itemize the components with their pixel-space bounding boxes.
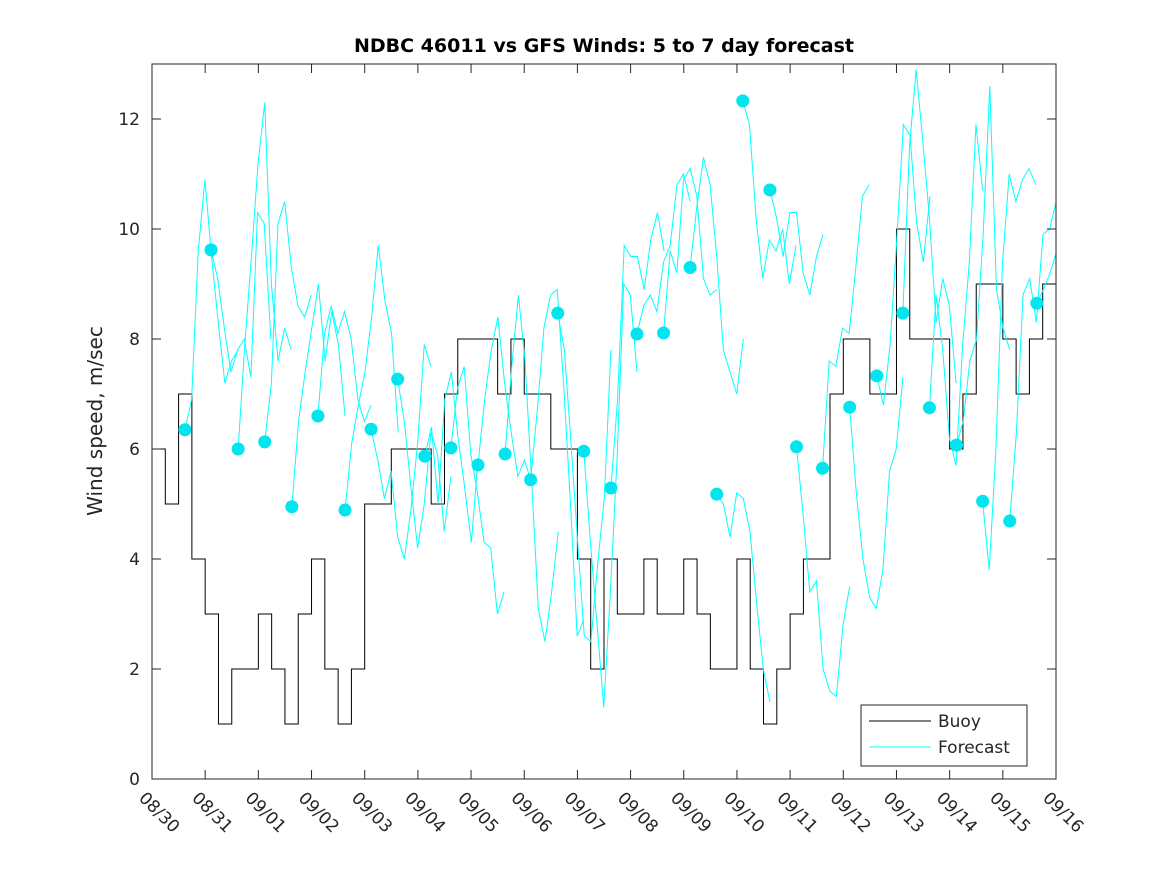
series-group — [152, 69, 1056, 725]
forecast-line-0 — [184, 179, 239, 430]
forecast-marker-22 — [763, 183, 777, 197]
forecast-marker-29 — [950, 438, 964, 452]
forecast-line-14 — [557, 313, 612, 643]
forecast-marker-0 — [178, 423, 192, 437]
forecast-marker-5 — [311, 409, 325, 423]
forecast-marker-26 — [870, 369, 884, 383]
forecast-marker-8 — [391, 372, 405, 386]
y-tick-label: 12 — [118, 110, 140, 130]
forecast-marker-27 — [896, 306, 910, 320]
forecast-line-10 — [450, 366, 505, 615]
axes-box — [151, 63, 1057, 780]
forecast-line-18 — [663, 167, 718, 333]
legend-buoy-label: Buoy — [938, 712, 981, 732]
forecast-marker-13 — [524, 473, 538, 487]
forecast-marker-9 — [418, 449, 432, 463]
forecast-line-7 — [370, 344, 432, 560]
forecast-marker-19 — [683, 261, 697, 274]
legend-forecast-label: Forecast — [938, 738, 1010, 758]
forecast-marker-30 — [976, 494, 990, 508]
forecast-marker-14 — [551, 306, 565, 320]
forecast-marker-7 — [364, 422, 378, 436]
forecast-line-16 — [610, 212, 665, 489]
forecast-line-27 — [902, 69, 957, 384]
forecast-line-25 — [849, 377, 904, 610]
legend-box — [860, 704, 1028, 767]
forecast-marker-21 — [736, 94, 750, 108]
forecast-marker-6 — [338, 503, 352, 517]
forecast-marker-16 — [604, 481, 618, 495]
forecast-line-13 — [530, 288, 585, 637]
forecast-line-28 — [928, 124, 984, 466]
forecast-line-15 — [583, 282, 638, 708]
forecast-line-30 — [982, 167, 1037, 571]
forecast-marker-18 — [657, 326, 671, 340]
forecast-line-21 — [742, 100, 797, 285]
forecast-marker-11 — [471, 458, 485, 472]
forecast-marker-31 — [1003, 514, 1017, 528]
forecast-marker-10 — [444, 441, 458, 455]
forecast-line-23 — [796, 446, 851, 698]
forecast-line-2 — [237, 102, 292, 450]
forecast-marker-28 — [922, 401, 936, 415]
buoy-line — [152, 228, 1056, 725]
plot-area — [152, 69, 1056, 725]
forecast-marker-20 — [710, 487, 724, 501]
forecast-marker-32 — [1030, 296, 1044, 310]
forecast-line-6 — [344, 245, 399, 511]
forecast-line-3 — [264, 201, 312, 442]
y-tick-label: 8 — [129, 330, 140, 350]
forecast-line-4 — [291, 283, 346, 507]
forecast-line-1 — [210, 210, 272, 378]
y-tick-label: 2 — [129, 660, 140, 680]
forecast-marker-12 — [498, 447, 512, 461]
forecast-line-32 — [1036, 251, 1056, 304]
forecast-line-24 — [822, 184, 870, 469]
y-tick-label: 4 — [129, 550, 140, 570]
forecast-line-19 — [689, 157, 744, 395]
forecast-line-11 — [477, 316, 532, 483]
forecast-line-31 — [1009, 200, 1056, 522]
y-tick-label: 6 — [129, 440, 140, 460]
y-axis-label: Wind speed, m/sec — [83, 326, 107, 516]
forecast-line-20 — [716, 492, 771, 703]
forecast-marker-17 — [630, 327, 644, 341]
forecast-line-17 — [636, 172, 691, 335]
chart-title: NDBC 46011 vs GFS Winds: 5 to 7 day fore… — [354, 35, 854, 57]
forecast-marker-25 — [843, 400, 857, 414]
forecast-marker-1 — [204, 243, 218, 257]
forecast-line-9 — [424, 371, 479, 543]
forecast-line-8 — [397, 379, 452, 549]
forecast-line-26 — [876, 122, 931, 406]
forecast-marker-4 — [285, 500, 299, 514]
forecast-marker-24 — [816, 461, 830, 475]
forecast-marker-15 — [577, 444, 591, 458]
forecast-marker-23 — [789, 440, 803, 454]
forecast-marker-3 — [258, 435, 272, 449]
y-tick-label: 10 — [118, 220, 140, 240]
legend: Buoy Forecast — [860, 704, 1028, 767]
forecast-line-5 — [317, 305, 372, 424]
y-tick-label: 0 — [129, 770, 140, 790]
forecast-marker-2 — [231, 442, 245, 456]
forecast-line-22 — [769, 189, 824, 296]
